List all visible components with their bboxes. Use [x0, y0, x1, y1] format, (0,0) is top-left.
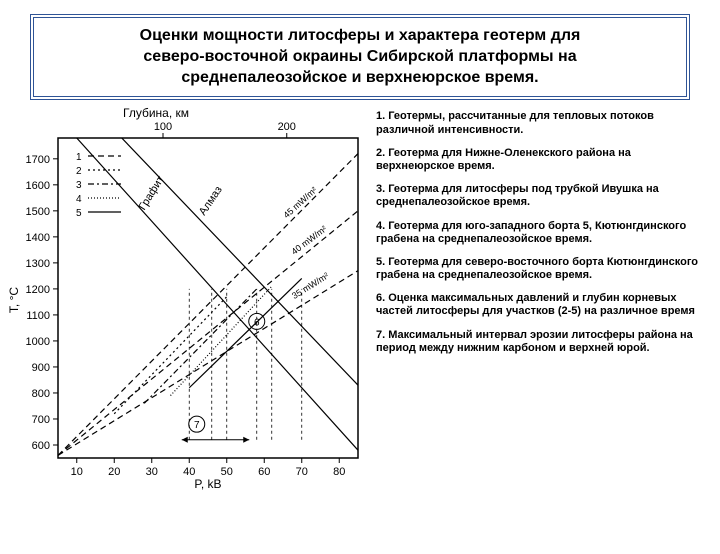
desc-6: 6. Оценка максимальных давлений и глубин… [376, 292, 706, 318]
svg-text:3: 3 [76, 180, 82, 191]
svg-text:80: 80 [333, 466, 345, 478]
svg-text:5: 5 [76, 208, 82, 219]
svg-text:1700: 1700 [26, 154, 50, 166]
title-line-2: северо-восточной окраины Сибирской платф… [48, 47, 672, 68]
title-box: Оценки мощности литосферы и характера ге… [30, 14, 690, 100]
svg-text:800: 800 [32, 388, 50, 400]
svg-text:35 mW/m²: 35 mW/m² [290, 271, 330, 301]
svg-text:1000: 1000 [26, 336, 50, 348]
svg-text:200: 200 [278, 121, 296, 133]
desc-7: 7. Максимальный интервал эрозии литосфер… [376, 329, 706, 355]
svg-text:2: 2 [76, 166, 82, 177]
svg-text:1400: 1400 [26, 232, 50, 244]
svg-text:60: 60 [258, 466, 270, 478]
geotherm-chart: 6007008009001000110012001300140015001600… [8, 110, 368, 490]
desc-4: 4. Геотерма для юго-западного борта 5, К… [376, 220, 706, 246]
svg-text:70: 70 [296, 466, 308, 478]
svg-text:7: 7 [194, 421, 200, 432]
svg-text:T, °C: T, °C [8, 287, 21, 313]
svg-text:1200: 1200 [26, 284, 50, 296]
svg-text:600: 600 [32, 440, 50, 452]
svg-text:1600: 1600 [26, 180, 50, 192]
svg-text:1100: 1100 [26, 310, 50, 322]
title-line-3: среднепалеозойское и верхнеюрское время. [48, 68, 672, 89]
svg-text:10: 10 [71, 466, 83, 478]
desc-2: 2. Геотерма для Нижне-Оленекского района… [376, 147, 706, 173]
desc-3: 3. Геотерма для литосферы под трубкой Ив… [376, 183, 706, 209]
svg-text:1300: 1300 [26, 258, 50, 270]
svg-text:Алмаз: Алмаз [197, 185, 225, 219]
svg-text:1500: 1500 [26, 206, 50, 218]
svg-text:6: 6 [254, 318, 260, 329]
svg-text:100: 100 [154, 121, 172, 133]
descriptions-column: 1. Геотермы, рассчитанные для тепловых п… [368, 110, 706, 490]
svg-text:Графит: Графит [137, 174, 167, 212]
svg-text:50: 50 [221, 466, 233, 478]
desc-5: 5. Геотерма для северо-восточного борта … [376, 256, 706, 282]
desc-1: 1. Геотермы, рассчитанные для тепловых п… [376, 110, 706, 136]
svg-text:4: 4 [76, 194, 82, 205]
svg-text:20: 20 [108, 466, 120, 478]
svg-text:30: 30 [146, 466, 158, 478]
svg-text:700: 700 [32, 414, 50, 426]
svg-text:P, kB: P, kB [194, 477, 221, 490]
svg-text:45 mW/m²: 45 mW/m² [281, 185, 319, 220]
svg-text:1: 1 [76, 152, 82, 163]
svg-text:900: 900 [32, 362, 50, 374]
title-line-1: Оценки мощности литосферы и характера ге… [48, 26, 672, 47]
